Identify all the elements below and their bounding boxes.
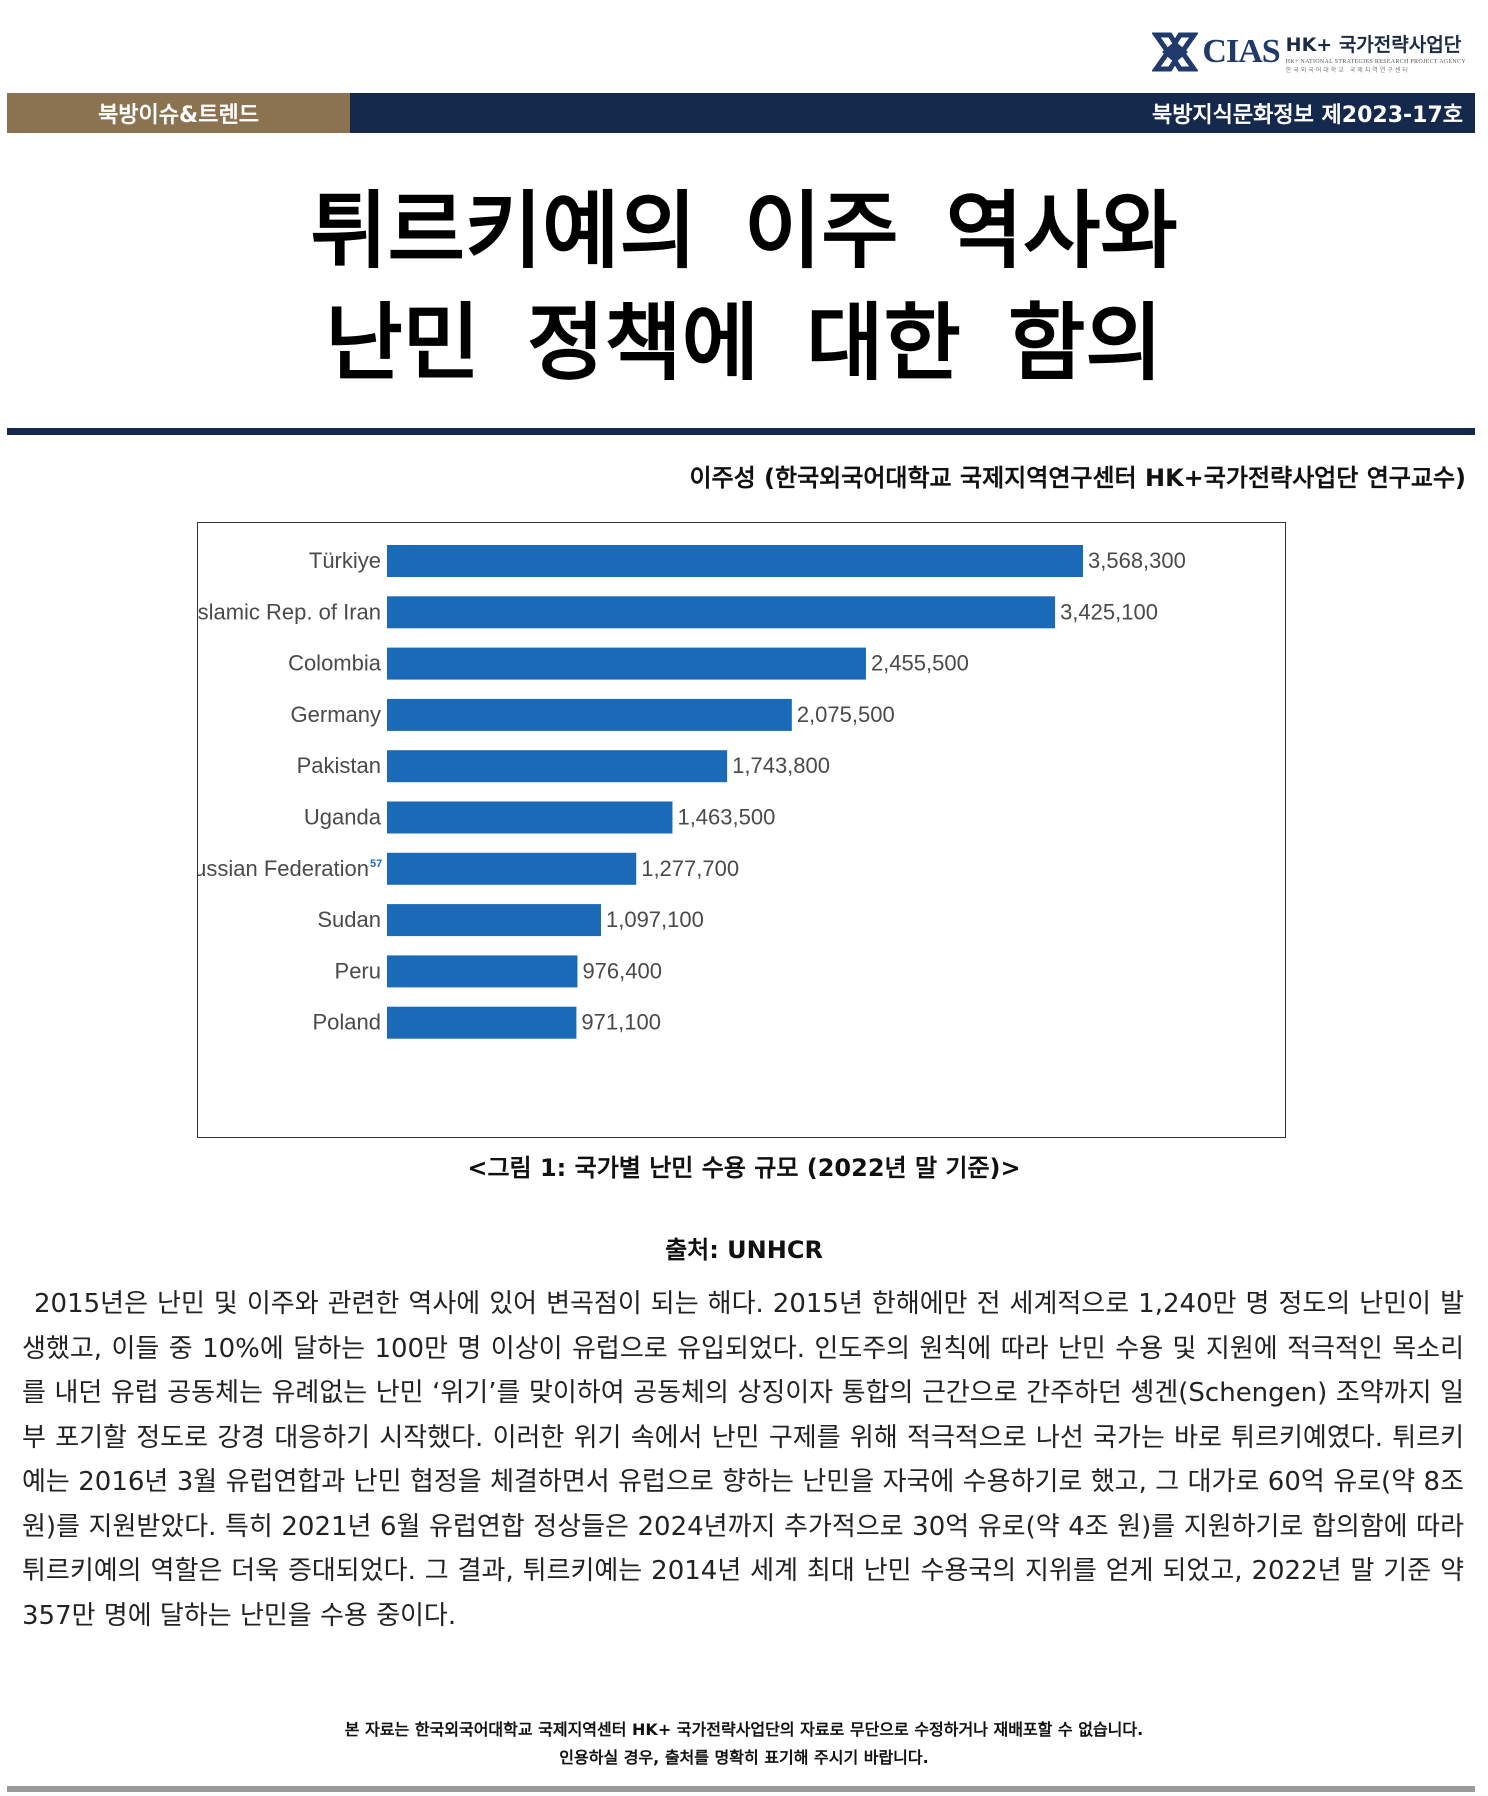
value-label-0: 3,568,300	[1088, 548, 1186, 573]
logo-subtitle-kr: 한국외국어대학교 국제지역연구센터	[1285, 67, 1410, 74]
value-label-1: 3,425,100	[1060, 599, 1158, 624]
logo-subtitle: HK+ NATIONAL STRATEGIES RESEARCH PROJECT…	[1285, 59, 1466, 65]
category-label-0: Türkiye	[309, 548, 381, 573]
footer-divider	[7, 1786, 1475, 1792]
footer-line-1: 본 자료는 한국외국어대학교 국제지역센터 HK+ 국가전략사업단의 자료로 무…	[344, 1720, 1144, 1739]
logo-title: HK+ 국가전략사업단	[1285, 34, 1462, 56]
refugee-chart: Türkiye 3,568,300 Islamic Rep. of Iran 3,42…	[197, 522, 1286, 1138]
title-divider	[7, 428, 1475, 435]
bar-3	[387, 698, 792, 731]
category-label-7: Sudan	[317, 907, 381, 932]
bar-7	[387, 904, 601, 937]
author-line: 이주성 (한국외국어대학교 국제지역연구센터 HK+국가전략사업단 연구교수)	[689, 464, 1466, 492]
bar-0	[387, 545, 1083, 577]
value-label-8: 976,400	[582, 958, 662, 983]
value-label-7: 1,097,100	[606, 907, 704, 932]
category-bar: 북방이슈&트렌드 북방지식문화정보 제2023-17호	[7, 93, 1475, 133]
bar-chart-svg: Türkiye 3,568,300 Islamic Rep. of Iran 3,42…	[198, 545, 1186, 1039]
bar-8	[387, 955, 578, 988]
value-label-3: 2,075,500	[797, 702, 895, 727]
category-label-6: Russian Federation	[198, 856, 369, 881]
category-label-5: Uganda	[304, 805, 382, 830]
value-label-6: 1,277,700	[641, 856, 739, 881]
value-label-4: 1,743,800	[732, 753, 830, 778]
bar-4	[387, 750, 728, 783]
category-label: 북방이슈&트렌드	[7, 93, 350, 133]
category-label-9: Poland	[312, 1010, 381, 1035]
page-title: 튀르키예의 이주 역사와 난민 정책에 대한 함의	[0, 175, 1488, 399]
issue-number: 북방지식문화정보 제2023-17호	[350, 93, 1475, 133]
category-label-3: Germany	[291, 702, 381, 727]
footer-notice: 본 자료는 한국외국어대학교 국제지역센터 HK+ 국가전략사업단의 자료로 무…	[0, 1716, 1488, 1772]
value-label-9: 971,100	[581, 1010, 661, 1035]
value-label-5: 1,463,500	[677, 805, 775, 830]
category-label-1: Islamic Rep. of Iran	[198, 599, 381, 624]
figure-caption: <그림 1: 국가별 난민 수용 규모 (2022년 말 기준)>	[467, 1154, 1021, 1182]
cias-logo: CIAS HK+ 국가전략사업단 HK+ NATIONAL STRATEGIES…	[1152, 24, 1466, 80]
body-paragraph: 2015년은 난민 및 이주와 관련한 역사에 있어 변곡점이 되는 해다. 2…	[22, 1289, 1464, 1631]
category-label-4: Pakistan	[297, 753, 381, 778]
footer-line-2: 인용하실 경우, 출처를 명확히 표기해 주시기 바랍니다.	[559, 1748, 929, 1767]
bar-5	[387, 801, 673, 834]
bar-9	[387, 1006, 577, 1039]
logo-text: CIAS	[1202, 33, 1280, 70]
figure-source: 출처: UNHCR	[665, 1236, 823, 1264]
category-label-2: Colombia	[288, 651, 382, 676]
title-line-2: 난민 정책에 대한 함의	[325, 294, 1163, 392]
bar-6	[387, 852, 637, 885]
bar-2	[387, 647, 866, 680]
value-label-2: 2,455,500	[871, 651, 969, 676]
title-line-1: 튀르키예의 이주 역사와	[310, 182, 1178, 280]
bar-1	[387, 596, 1056, 629]
cias-emblem-icon	[1152, 32, 1199, 72]
footnote-marker: 57	[370, 858, 382, 870]
category-label-8: Peru	[335, 958, 381, 983]
